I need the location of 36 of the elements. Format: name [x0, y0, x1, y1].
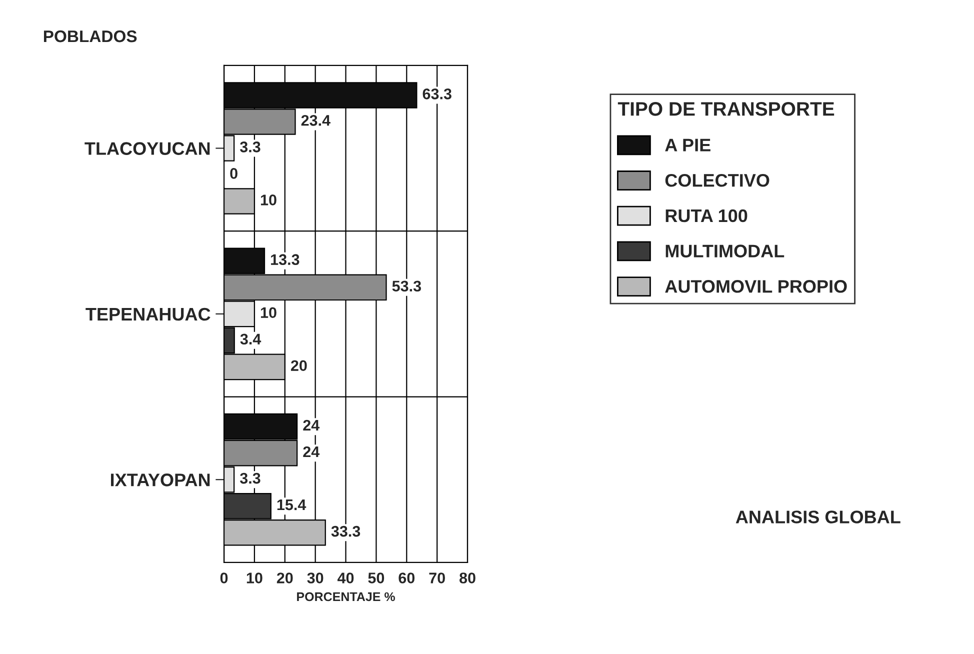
- data-label: 3.4: [240, 334, 262, 345]
- legend-label: A PIE: [665, 138, 710, 152]
- y-tick-label: IXTAYOPAN: [111, 474, 210, 486]
- data-label: 53.3: [392, 280, 421, 292]
- legend-label: COLECTIVO: [665, 174, 770, 187]
- x-tick-label: 0: [220, 572, 228, 584]
- data-label: 15.4: [277, 500, 306, 510]
- data-label: 3.3: [240, 142, 260, 152]
- data-label: 3.3: [240, 472, 260, 484]
- y-tick-label: TLACOYUCAN: [84, 142, 210, 155]
- data-label: 33.3: [331, 526, 360, 537]
- text: ANALISIS GLOBAL: [736, 510, 900, 524]
- x-tick-label: 20: [276, 572, 293, 584]
- data-label: 20: [290, 360, 307, 372]
- x-axis-title: PORCENTAJE %: [297, 592, 395, 602]
- data-label: 24: [303, 420, 320, 431]
- legend-label: MULTIMODAL: [666, 244, 784, 258]
- data-label: 13.3: [271, 254, 300, 266]
- data-label: 24: [303, 446, 320, 458]
- x-tick-label: 80: [460, 572, 476, 584]
- data-label: 10: [260, 194, 276, 206]
- x-tick-label: 60: [398, 572, 415, 584]
- legend-label: AUTOMOVIL PROPIO: [665, 280, 847, 293]
- x-tick-label: 10: [246, 572, 262, 584]
- legend-label: RUTA 100: [666, 209, 748, 222]
- y-tick-label: TEPENAHUAC: [86, 308, 210, 321]
- x-tick-label: 40: [338, 572, 354, 584]
- x-tick-label: 50: [368, 572, 384, 584]
- data-label: 0: [230, 168, 238, 179]
- x-tick-label: 30: [307, 572, 324, 584]
- data-label: 23.4: [301, 115, 330, 126]
- x-tick-label: 70: [429, 572, 445, 584]
- y-axis-title: POBLADOS: [44, 30, 137, 42]
- data-label: 63.3: [422, 88, 452, 100]
- data-label: 10: [260, 307, 276, 318]
- legend-title: TIPO DE TRANSPORTE: [618, 102, 834, 116]
